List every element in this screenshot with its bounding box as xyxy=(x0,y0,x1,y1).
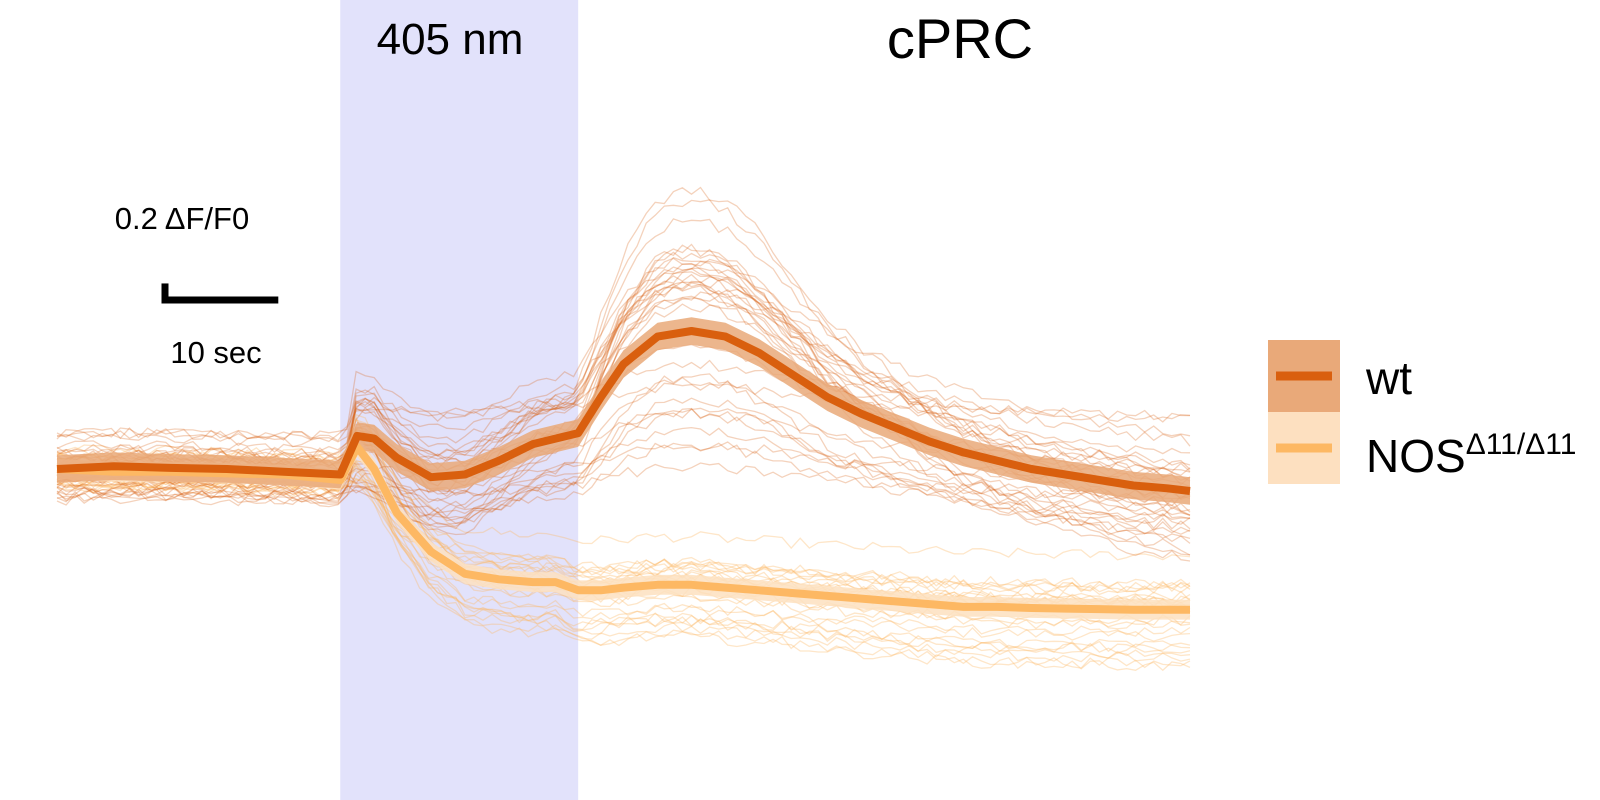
individual-trace xyxy=(56,281,1191,466)
individual-trace xyxy=(56,461,1191,669)
individual-trace xyxy=(56,407,1191,530)
legend-nos-label: NOSΔ11/Δ11 xyxy=(1366,428,1576,482)
individual-trace xyxy=(56,262,1191,544)
individual-trace xyxy=(56,243,1191,556)
individual-trace xyxy=(56,285,1191,448)
individual-trace xyxy=(56,480,1191,637)
scale-bar: 0.2 ΔF/F0 10 sec xyxy=(115,201,279,370)
individual-trace xyxy=(56,271,1191,473)
mean-series-layer xyxy=(56,317,1191,620)
legend-wt-label: wt xyxy=(1365,352,1412,404)
stimulus-label: 405 nm xyxy=(377,15,524,64)
individual-trace xyxy=(56,477,1191,672)
individual-trace xyxy=(56,282,1191,562)
scale-bar-y-label: 0.2 ΔF/F0 xyxy=(115,201,249,236)
individual-trace xyxy=(56,442,1191,525)
individual-trace xyxy=(56,397,1191,535)
chart-title: cPRC xyxy=(887,7,1033,70)
legend-nos-superscript: Δ11/Δ11 xyxy=(1466,428,1577,461)
individual-trace xyxy=(56,426,1191,507)
stimulus-band xyxy=(340,0,579,800)
individual-trace xyxy=(56,373,1191,516)
individual-trace xyxy=(56,273,1191,455)
individual-trace xyxy=(56,382,1191,442)
individual-trace xyxy=(56,257,1191,441)
individual-trace xyxy=(56,413,1191,596)
individual-trace xyxy=(56,376,1191,543)
scale-bar-x-label: 10 sec xyxy=(170,335,261,370)
mean-line-wt xyxy=(56,327,1191,495)
sem-band-wt xyxy=(57,317,1190,505)
individual-trace xyxy=(56,462,1191,500)
individual-trace xyxy=(56,459,1191,653)
individual-trace xyxy=(56,465,1191,649)
legend: wt NOSΔ11/Δ11 xyxy=(1268,340,1576,484)
individual-trace xyxy=(56,260,1191,482)
individual-trace xyxy=(56,279,1191,473)
individual-trace xyxy=(56,464,1191,663)
individual-trace xyxy=(56,407,1190,524)
legend-nos-text: NOS xyxy=(1366,430,1466,482)
individual-trace xyxy=(56,244,1191,556)
individual-trace xyxy=(56,419,1191,593)
